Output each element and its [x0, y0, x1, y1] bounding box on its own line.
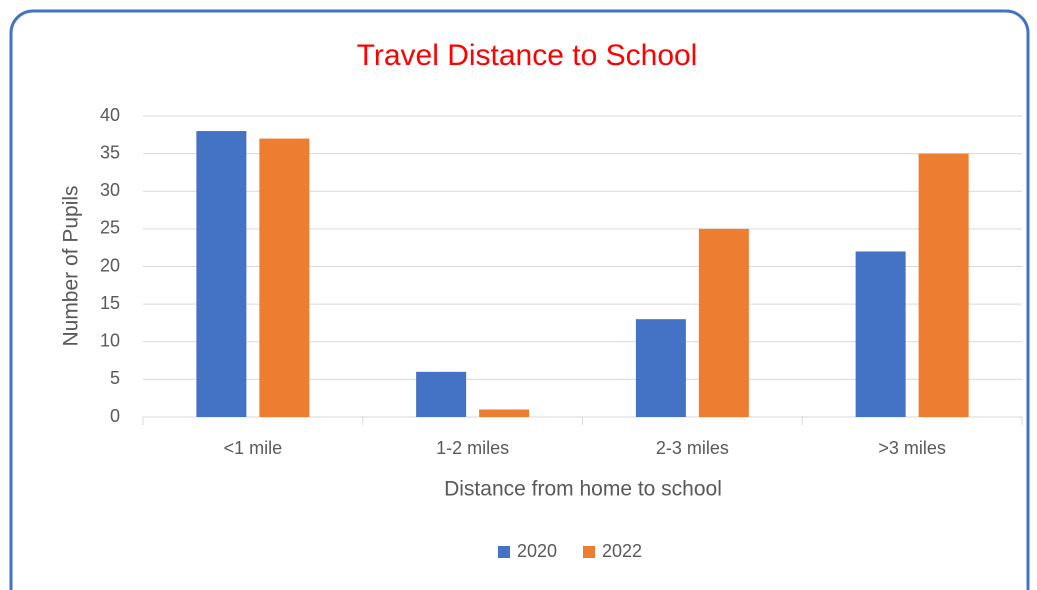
y-tick-label: 20 [100, 255, 120, 275]
y-tick-label: 25 [100, 218, 120, 238]
legend-swatch [498, 546, 510, 558]
y-tick-label: 35 [100, 142, 120, 162]
bar [259, 138, 310, 417]
bar [918, 153, 969, 417]
bar [479, 409, 530, 417]
y-axis-label: Number of Pupils [60, 185, 83, 346]
y-tick-label: 15 [100, 293, 120, 313]
x-tick-label: 1-2 miles [436, 438, 509, 458]
x-tick-label: <1 mile [224, 438, 283, 458]
bar [196, 131, 247, 418]
x-tick-label: 2-3 miles [656, 438, 729, 458]
chart-title: Travel Distance to School [357, 39, 698, 72]
y-tick-label: 5 [110, 368, 120, 388]
bar [635, 319, 686, 417]
y-tick-label: 10 [100, 331, 120, 351]
legend-swatch [583, 546, 595, 558]
legend-label: 2020 [517, 541, 557, 561]
y-tick-label: 0 [110, 406, 120, 426]
bar [416, 371, 467, 417]
bar [855, 251, 906, 417]
y-tick-label: 40 [100, 105, 120, 125]
bar [698, 228, 749, 417]
x-axis-label: Distance from home to school [444, 478, 722, 501]
x-tick-label: >3 miles [878, 438, 946, 458]
y-tick-label: 30 [100, 180, 120, 200]
legend-label: 2022 [602, 541, 642, 561]
